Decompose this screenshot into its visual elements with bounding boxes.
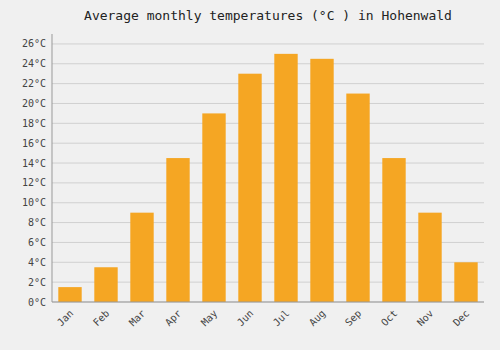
grid-line bbox=[52, 182, 484, 183]
y-tick-label: 18°C bbox=[22, 118, 46, 129]
bar bbox=[202, 113, 225, 302]
grid-line bbox=[52, 43, 484, 44]
x-tick-label: Jul bbox=[271, 308, 292, 329]
bar bbox=[166, 158, 189, 302]
grid-line bbox=[52, 163, 484, 164]
x-axis-line bbox=[52, 302, 484, 303]
x-tick-label: Mar bbox=[127, 308, 148, 329]
y-tick-label: 16°C bbox=[22, 138, 46, 149]
x-tick-label: Sep bbox=[343, 308, 364, 329]
bar bbox=[58, 287, 81, 302]
x-axis: Jan Feb Mar Apr May Jun Jul Aug Sep Oct Nov Dec bbox=[55, 308, 472, 329]
x-tick-label: May bbox=[199, 308, 220, 329]
y-tick-label: 10°C bbox=[22, 197, 46, 208]
x-tick-label: Jan bbox=[55, 308, 76, 329]
bar bbox=[238, 74, 261, 302]
grid-line bbox=[52, 202, 484, 203]
bar bbox=[94, 267, 117, 302]
bar bbox=[274, 54, 297, 302]
bar bbox=[310, 59, 333, 302]
y-axis-line bbox=[52, 34, 53, 302]
grid-line bbox=[52, 63, 484, 64]
y-tick-label: 2°C bbox=[28, 277, 46, 288]
grid-line bbox=[52, 302, 484, 303]
bar bbox=[130, 213, 153, 302]
y-tick-label: 0°C bbox=[28, 297, 46, 308]
y-tick-label: 4°C bbox=[28, 257, 46, 268]
grid-line bbox=[52, 103, 484, 104]
y-tick-label: 8°C bbox=[28, 217, 46, 228]
y-axis: 0°C 2°C 4°C 6°C 8°C 10°C 12°C 14°C 16°C 18°C 20°C 2… bbox=[22, 38, 46, 307]
chart: Average monthly temperatures (°C ) in Ho… bbox=[0, 0, 500, 350]
bar bbox=[346, 94, 369, 302]
chart-container: Average monthly temperatures (°C ) in Ho… bbox=[0, 0, 500, 350]
x-tick-label: Dec bbox=[451, 308, 472, 329]
grid-line bbox=[52, 143, 484, 144]
bar bbox=[418, 213, 441, 302]
x-tick-label: Jun bbox=[235, 308, 256, 329]
y-tick-label: 24°C bbox=[22, 58, 46, 69]
y-tick-label: 12°C bbox=[22, 177, 46, 188]
y-grid bbox=[52, 44, 484, 302]
y-tick-label: 22°C bbox=[22, 78, 46, 89]
y-tick-label: 26°C bbox=[22, 38, 46, 49]
chart-title: Average monthly temperatures (°C ) in Ho… bbox=[84, 8, 452, 23]
grid-line bbox=[52, 123, 484, 124]
y-tick-label: 6°C bbox=[28, 237, 46, 248]
x-tick-label: Aug bbox=[307, 308, 328, 329]
bar bbox=[454, 262, 477, 302]
bar bbox=[382, 158, 405, 302]
bars bbox=[58, 54, 477, 302]
grid-line bbox=[52, 83, 484, 84]
y-tick-label: 20°C bbox=[22, 98, 46, 109]
x-tick-label: Oct bbox=[379, 308, 400, 329]
x-tick-label: Nov bbox=[415, 308, 436, 329]
y-tick-label: 14°C bbox=[22, 158, 46, 169]
x-tick-label: Feb bbox=[91, 308, 112, 329]
x-tick-label: Apr bbox=[163, 308, 184, 329]
